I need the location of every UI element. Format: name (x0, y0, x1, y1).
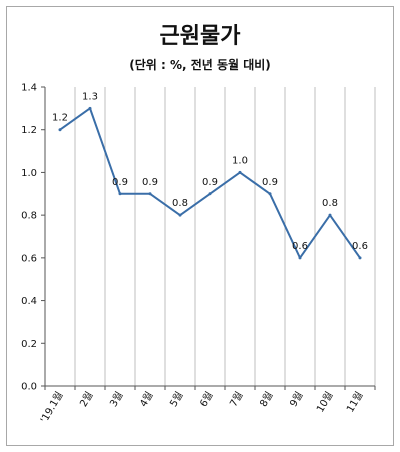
chart-frame (6, 6, 394, 446)
x-tick-label: 4월 (137, 390, 155, 409)
data-point (178, 213, 182, 217)
data-point (268, 192, 272, 196)
data-label: 0.8 (172, 198, 188, 209)
y-tick-label: 0.8 (21, 211, 37, 222)
data-label: 1.0 (232, 155, 248, 166)
data-point (208, 192, 212, 196)
data-point (148, 192, 152, 196)
x-tick-label: 8월 (257, 390, 275, 409)
x-tick-label: 10월 (314, 390, 335, 415)
y-tick-label: 1.2 (21, 125, 37, 136)
chart-title: 근원물가 (159, 24, 241, 49)
data-point (298, 256, 302, 260)
x-tick-label: '19.1월 (38, 390, 66, 426)
y-tick-label: 0.2 (21, 339, 37, 350)
data-label: 0.9 (202, 177, 218, 188)
y-tick-label: 0.0 (21, 382, 37, 393)
data-point (358, 256, 362, 260)
data-label: 0.6 (352, 241, 368, 252)
data-label: 0.6 (292, 241, 308, 252)
data-point (328, 213, 332, 217)
x-tick-label: 2월 (77, 390, 95, 409)
data-label: 0.9 (112, 177, 128, 188)
x-tick-label: 11월 (344, 390, 365, 415)
data-label: 1.2 (52, 113, 68, 124)
data-label: 0.9 (262, 177, 278, 188)
y-tick-label: 0.4 (21, 296, 37, 307)
x-tick-label: 3월 (107, 390, 125, 409)
y-tick-label: 1.4 (21, 83, 37, 94)
data-point (58, 128, 62, 132)
data-label: 1.3 (82, 91, 98, 102)
x-tick-label: 7월 (227, 390, 245, 409)
x-tick-label: 9월 (287, 390, 305, 409)
y-tick-label: 0.6 (21, 253, 37, 264)
data-label: 0.8 (322, 198, 338, 209)
data-point (118, 192, 122, 196)
y-tick-label: 1.0 (21, 168, 37, 179)
x-tick-label: 6월 (197, 390, 215, 409)
data-label: 0.9 (142, 177, 158, 188)
data-point (88, 106, 92, 110)
chart-subtitle: (단위 : %, 전년 동월 대비) (129, 58, 271, 72)
x-tick-label: 5월 (167, 390, 185, 409)
data-point (238, 170, 242, 174)
